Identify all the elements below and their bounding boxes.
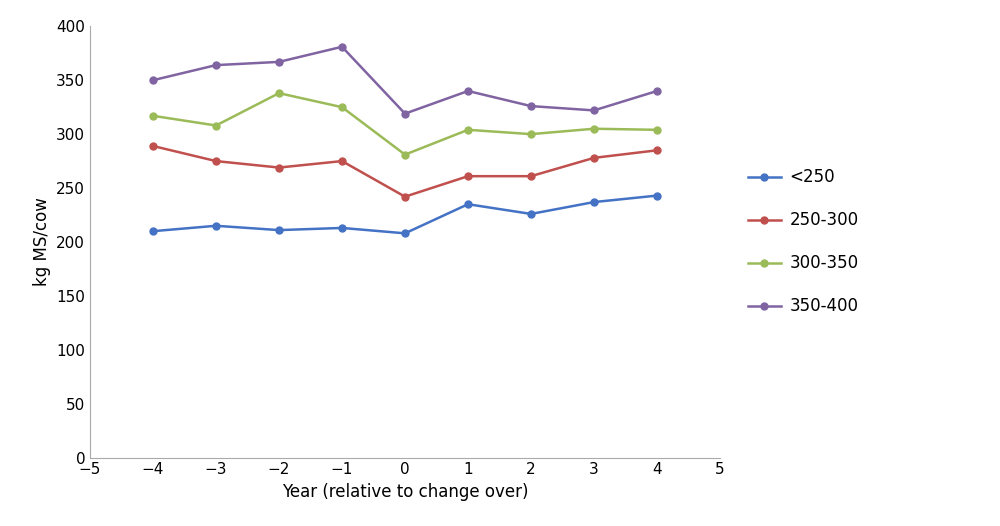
300-350 [525, 131, 537, 137]
<250 [273, 227, 285, 233]
<250 [399, 230, 411, 237]
350-400 [525, 103, 537, 109]
250-300 [273, 165, 285, 171]
350-400 [399, 110, 411, 117]
250-300 [462, 173, 474, 179]
300-350 [147, 113, 159, 119]
300-350 [399, 151, 411, 158]
250-300 [210, 158, 222, 164]
300-350 [588, 126, 600, 132]
250-300 [336, 158, 348, 164]
Line: 300-350: 300-350 [150, 89, 660, 158]
250-300 [147, 143, 159, 149]
300-350 [210, 123, 222, 129]
250-300 [588, 155, 600, 161]
250-300 [651, 147, 663, 154]
350-400 [336, 44, 348, 50]
350-400 [210, 62, 222, 68]
Legend: <250, 250-300, 300-350, 350-400: <250, 250-300, 300-350, 350-400 [741, 162, 865, 322]
Y-axis label: kg MS/cow: kg MS/cow [33, 198, 51, 286]
<250 [588, 199, 600, 205]
250-300 [399, 194, 411, 200]
300-350 [462, 127, 474, 133]
350-400 [588, 107, 600, 114]
Line: 250-300: 250-300 [150, 143, 660, 200]
<250 [336, 225, 348, 231]
<250 [210, 222, 222, 229]
350-400 [147, 77, 159, 83]
Line: 350-400: 350-400 [150, 43, 660, 117]
350-400 [651, 88, 663, 94]
350-400 [273, 59, 285, 65]
X-axis label: Year (relative to change over): Year (relative to change over) [282, 483, 528, 501]
350-400 [462, 88, 474, 94]
Line: <250: <250 [150, 192, 660, 237]
<250 [462, 201, 474, 207]
300-350 [651, 127, 663, 133]
<250 [147, 228, 159, 235]
300-350 [273, 90, 285, 96]
<250 [525, 211, 537, 217]
250-300 [525, 173, 537, 179]
<250 [651, 193, 663, 199]
300-350 [336, 104, 348, 110]
